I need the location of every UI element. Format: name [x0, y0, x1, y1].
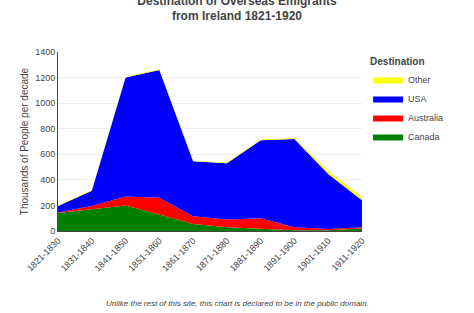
svg-text:600: 600	[40, 149, 55, 159]
svg-text:1400: 1400	[35, 47, 55, 57]
svg-text:1861-1870: 1861-1870	[160, 236, 198, 274]
svg-text:0: 0	[50, 226, 55, 236]
svg-text:1901-1910: 1901-1910	[295, 236, 333, 274]
svg-text:Thousands of People per decade: Thousands of People per decade	[19, 67, 30, 215]
svg-text:USA: USA	[408, 94, 427, 104]
svg-text:1841-1850: 1841-1850	[93, 236, 131, 274]
svg-text:Other: Other	[408, 75, 431, 85]
svg-text:1821-1830: 1821-1830	[25, 236, 63, 274]
svg-text:Canada: Canada	[408, 132, 440, 142]
svg-text:200: 200	[40, 201, 55, 211]
svg-text:800: 800	[40, 124, 55, 134]
svg-text:1881-1890: 1881-1890	[228, 236, 266, 274]
svg-text:1911-1920: 1911-1920	[330, 236, 367, 273]
svg-text:Unlike the rest of this site,: Unlike the rest of this site, this chart…	[106, 299, 369, 308]
svg-text:1871-1880: 1871-1880	[194, 236, 232, 274]
svg-text:Destination: Destination	[370, 56, 424, 67]
svg-text:400: 400	[40, 175, 55, 185]
svg-text:1851-1860: 1851-1860	[126, 236, 164, 274]
svg-text:1200: 1200	[35, 73, 55, 83]
svg-text:1831-1840: 1831-1840	[59, 236, 97, 274]
svg-text:1891-1900: 1891-1900	[262, 236, 300, 274]
svg-text:1000: 1000	[35, 98, 55, 108]
svg-text:Australia: Australia	[408, 113, 443, 123]
svg-text:Destination of Overseas Emigra: Destination of Overseas Emigrantsfrom Ir…	[137, 0, 337, 23]
